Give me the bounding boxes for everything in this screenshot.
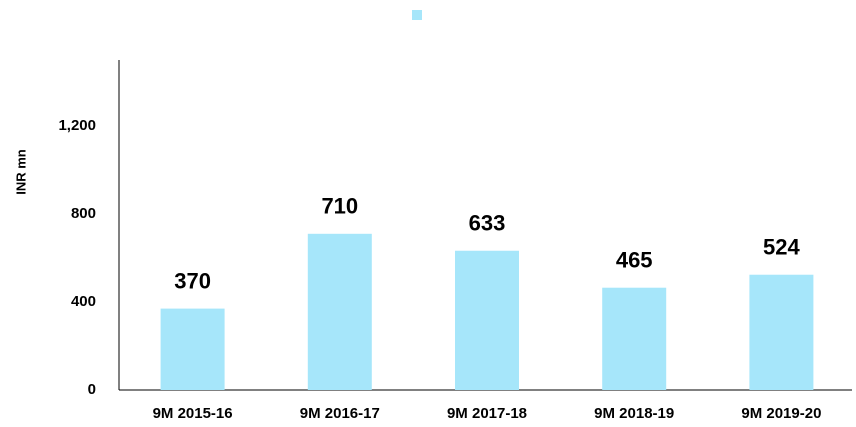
bar [749,274,814,390]
legend-swatch [412,10,422,20]
value-label: 633 [469,211,506,236]
x-tick-label: 9M 2019-20 [741,405,821,422]
x-tick-label: 9M 2017-18 [447,405,527,422]
x-tick-label: 9M 2016-17 [300,405,380,422]
y-tick-label: 1,200 [58,117,96,134]
x-tick-label: 9M 2018-19 [594,405,674,422]
value-label: 465 [616,248,653,273]
bar [160,308,225,390]
y-tick-label: 0 [88,381,96,398]
y-tick-label: 800 [71,205,96,222]
value-label: 524 [763,235,800,260]
bar [602,287,667,390]
bar [307,233,372,390]
y-axis-label: INR mn [13,149,28,195]
y-tick-label: 400 [71,293,96,310]
x-tick-label: 9M 2015-16 [153,405,233,422]
value-label: 710 [321,194,358,219]
bar [455,250,519,390]
value-label: 370 [174,268,211,293]
